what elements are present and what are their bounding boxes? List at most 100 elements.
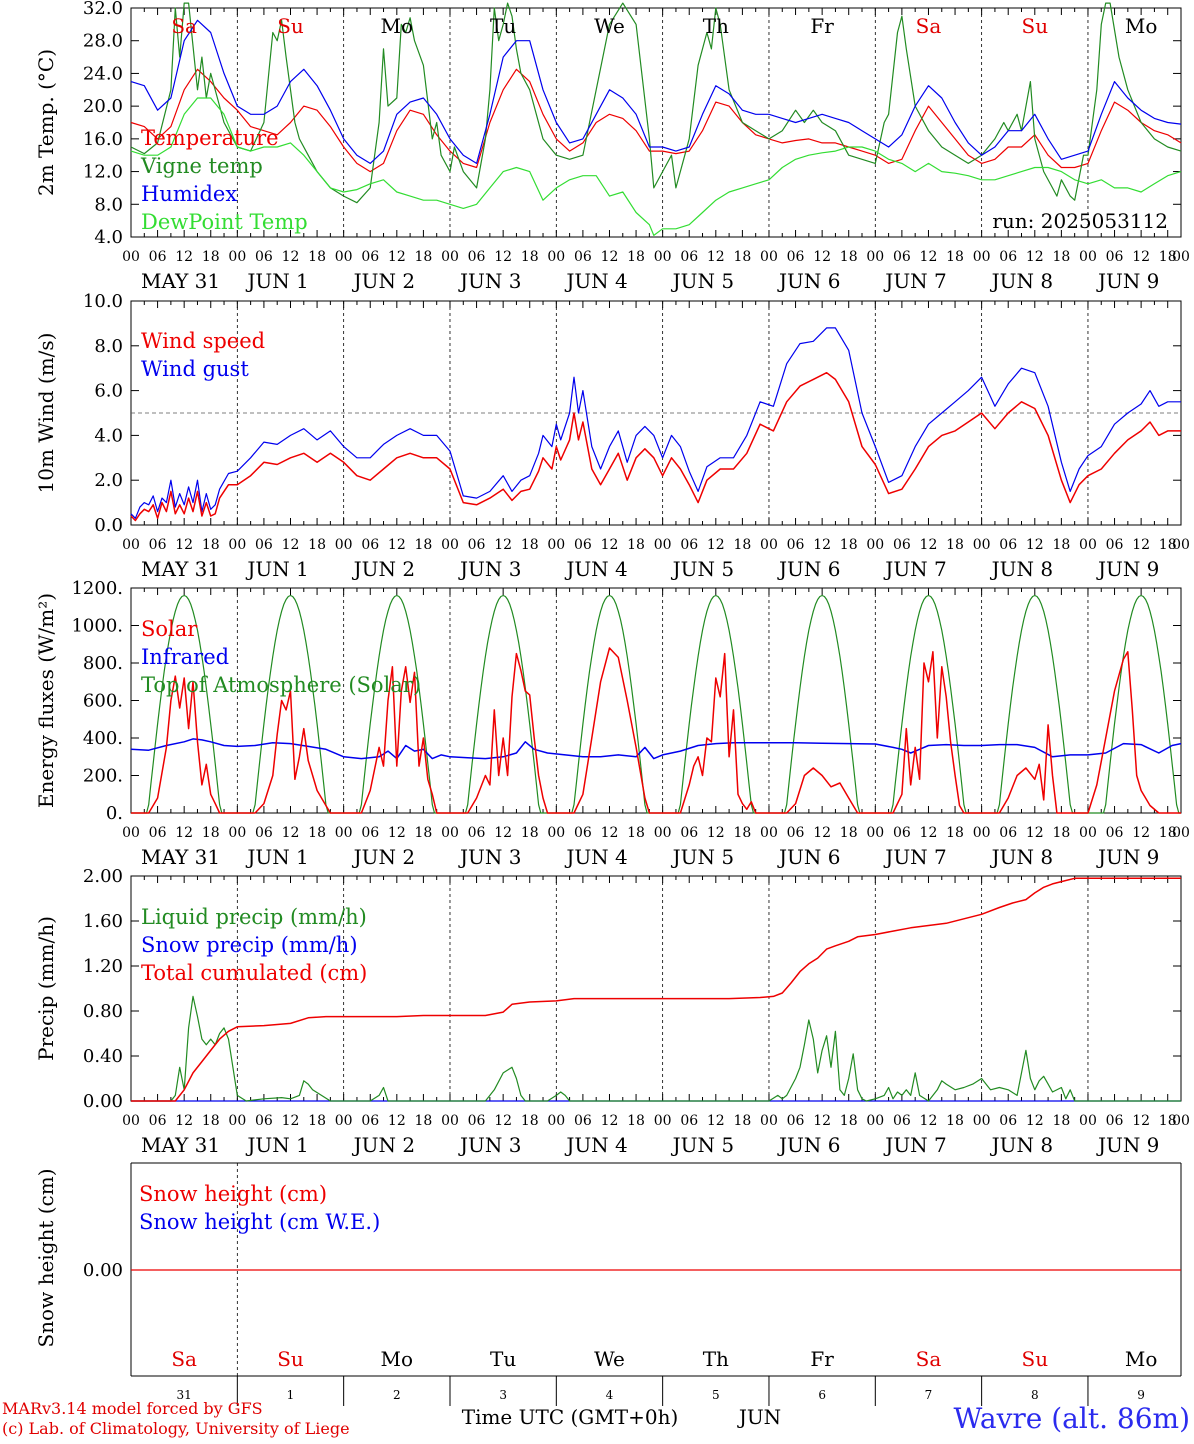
y-tick-label: 0.0 [94, 515, 123, 536]
date-label: JUN 9 [1096, 845, 1159, 869]
y-tick-label: 200. [83, 766, 123, 787]
hour-tick-label: 18 [521, 825, 539, 841]
hour-tick-label: 18 [202, 825, 220, 841]
hour-tick-label: 12 [1026, 537, 1044, 553]
hour-tick-label: 18 [946, 1113, 964, 1129]
date-label: JUN 7 [883, 269, 946, 293]
total-cumulated-series [131, 877, 1181, 1102]
date-label: JUN 6 [777, 269, 840, 293]
hour-tick-label: 00 [441, 1113, 459, 1129]
hour-tick-label: 12 [813, 249, 831, 265]
y-tick-label: 600. [83, 691, 123, 712]
hour-tick-label: 00 [1172, 825, 1190, 841]
legend-entry: Infrared [141, 645, 229, 669]
day-name: We [594, 1347, 625, 1371]
temp-series-temperature [130, 68, 1182, 173]
hour-tick-label: 06 [468, 537, 486, 553]
hour-tick-label: 12 [920, 537, 938, 553]
hour-tick-label: 18 [840, 825, 858, 841]
hour-tick-label: 00 [866, 249, 884, 265]
hour-tick-label: 00 [1172, 249, 1190, 265]
hour-tick-label: 06 [787, 249, 805, 265]
legend-entry: Top of Atmosphere (Solar) [141, 673, 421, 697]
legend-entry: Snow height (cm W.E.) [139, 1210, 380, 1234]
hour-tick-label: 12 [175, 1113, 193, 1129]
hour-tick-label: 18 [308, 1113, 326, 1129]
hour-tick-label: 00 [973, 825, 991, 841]
model-credit: MARv3.14 model forced by GFS [2, 1399, 263, 1418]
hour-tick-label: 12 [813, 1113, 831, 1129]
hour-tick-label: 06 [893, 1113, 911, 1129]
toa-solar-series [131, 594, 1181, 814]
day-number: 5 [712, 1388, 720, 1402]
date-label: JUN 9 [1096, 557, 1159, 581]
hour-tick-label: 00 [122, 825, 140, 841]
date-label: JUN 6 [777, 557, 840, 581]
day-name: Su [277, 14, 304, 38]
day-number: 8 [1031, 1388, 1039, 1402]
day-name: Su [277, 1347, 304, 1371]
hour-tick-label: 06 [893, 537, 911, 553]
hour-tick-label: 12 [920, 249, 938, 265]
hour-tick-label: 00 [228, 249, 246, 265]
hour-tick-label: 00 [866, 1113, 884, 1129]
day-name: Mo [1125, 14, 1158, 38]
y-tick-label: 8.0 [94, 194, 123, 215]
hour-tick-label: 18 [414, 825, 432, 841]
legend-entry: Solar [141, 617, 198, 641]
y-tick-label: 8.0 [94, 336, 123, 357]
date-label: JUN 2 [352, 845, 415, 869]
hour-tick-label: 00 [122, 1113, 140, 1129]
hour-tick-label: 18 [840, 249, 858, 265]
hour-tick-label: 12 [1132, 825, 1150, 841]
hour-tick-label: 00 [441, 249, 459, 265]
hour-tick-label: 18 [414, 249, 432, 265]
hour-tick-label: 18 [733, 249, 751, 265]
legend-entry: Temperature [141, 126, 279, 150]
hour-tick-label: 06 [361, 249, 379, 265]
hour-tick-label: 12 [494, 1113, 512, 1129]
hour-tick-label: 18 [733, 825, 751, 841]
y-tick-label: 1.60 [83, 911, 123, 932]
date-label: JUN 7 [883, 1133, 946, 1157]
y-tick-label: 800. [83, 653, 123, 674]
station-name: Wavre (alt. 86m) [954, 1402, 1190, 1435]
hour-tick-label: 00 [654, 537, 672, 553]
hour-tick-label: 12 [282, 249, 300, 265]
date-label: JUN 5 [671, 557, 734, 581]
day-number: 31 [177, 1388, 192, 1402]
hour-tick-label: 18 [521, 537, 539, 553]
hour-tick-label: 18 [308, 249, 326, 265]
date-label: JUN 8 [990, 557, 1053, 581]
hour-tick-label: 18 [414, 1113, 432, 1129]
date-label: JUN 4 [564, 1133, 627, 1157]
legend-entry: Snow height (cm) [139, 1182, 327, 1206]
day-name: Mo [1125, 1347, 1158, 1371]
hour-tick-label: 00 [760, 249, 778, 265]
hour-tick-label: 06 [1106, 825, 1124, 841]
hour-tick-label: 00 [122, 537, 140, 553]
y-tick-label: 400. [83, 728, 123, 749]
date-label: JUN 1 [245, 557, 308, 581]
day-name: Tu [490, 14, 516, 38]
temp-series-vigne-temp [130, 2, 1182, 204]
day-name: Sa [916, 1347, 942, 1371]
hour-tick-label: 18 [840, 1113, 858, 1129]
hour-tick-label: 06 [787, 537, 805, 553]
date-label: JUN 4 [564, 269, 627, 293]
date-label: MAY 31 [141, 845, 220, 869]
day-number: 7 [925, 1388, 933, 1402]
hour-tick-label: 12 [1026, 1113, 1044, 1129]
hour-tick-label: 06 [574, 1113, 592, 1129]
date-label: JUN 3 [458, 557, 521, 581]
hour-tick-label: 06 [680, 825, 698, 841]
day-number: 6 [818, 1388, 826, 1402]
hour-tick-label: 00 [1079, 537, 1097, 553]
hour-tick-label: 12 [813, 537, 831, 553]
hour-tick-label: 06 [468, 1113, 486, 1129]
y-axis-label: Precip (mm/h) [34, 916, 58, 1061]
hour-tick-label: 06 [999, 1113, 1017, 1129]
day-number: 4 [606, 1388, 614, 1402]
day-name: We [594, 14, 625, 38]
